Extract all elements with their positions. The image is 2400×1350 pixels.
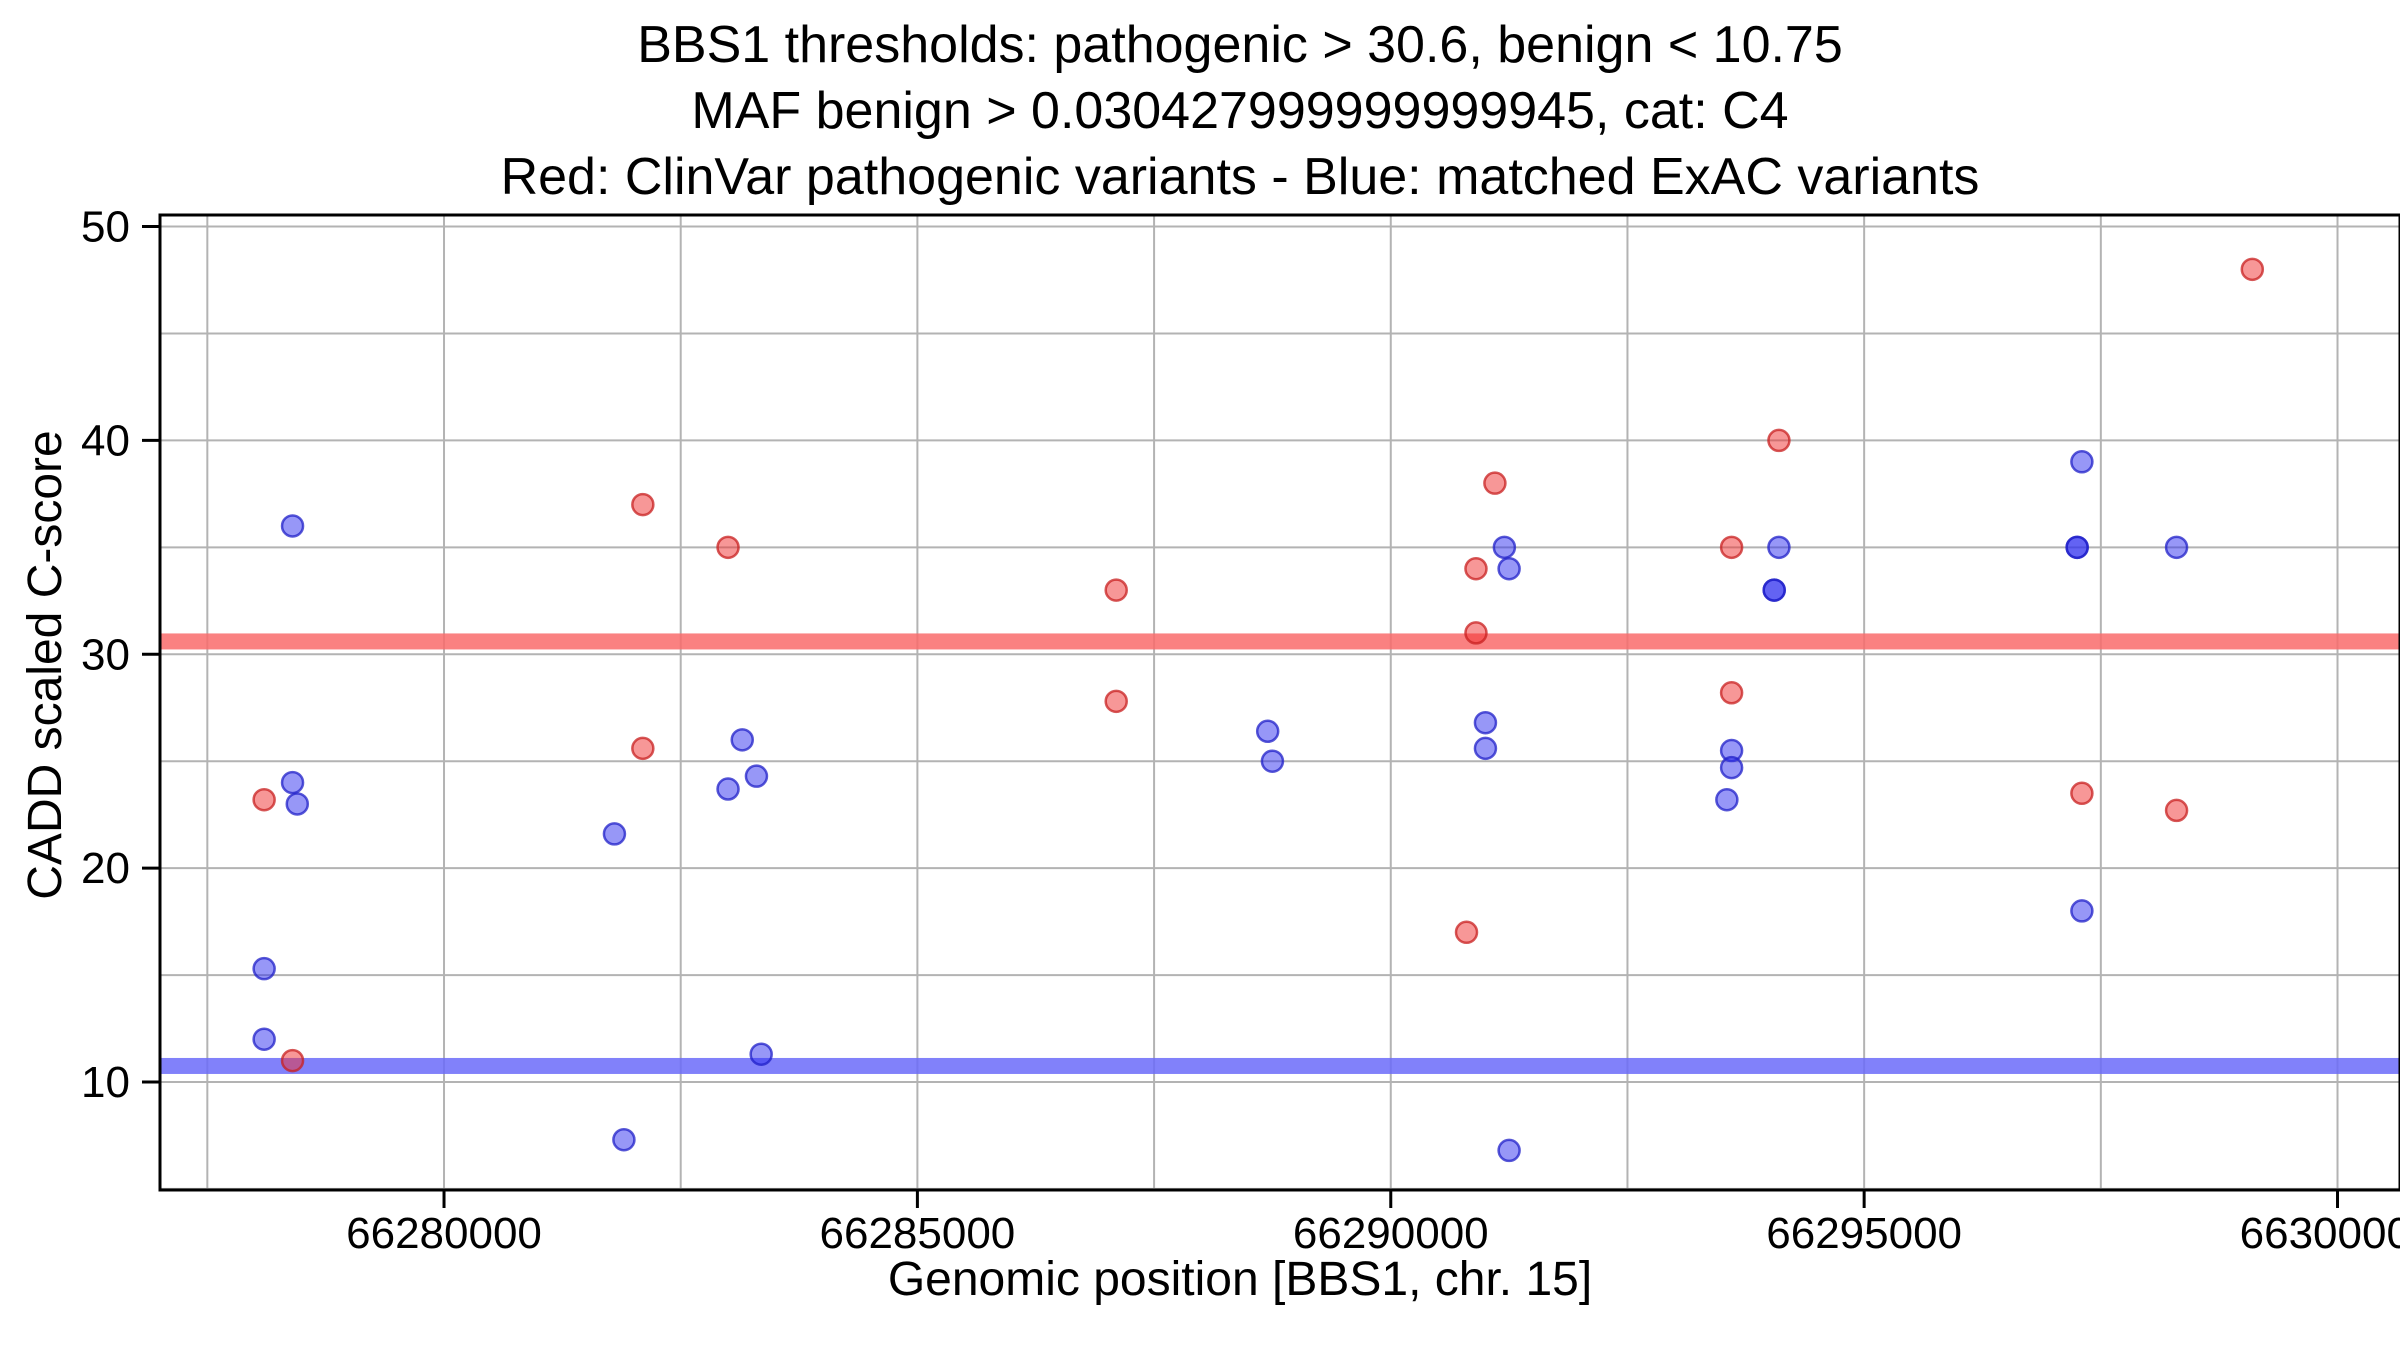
data-point-pathogenic	[631, 736, 655, 761]
x-tick-label: 66295000	[1766, 1209, 1962, 1258]
data-point-exac	[612, 1127, 636, 1152]
x-axis-title: Genomic position [BBS1, chr. 15]	[887, 1253, 1593, 1306]
data-point-exac	[1762, 578, 1786, 602]
data-point-exac	[2065, 535, 2089, 560]
y-tick-label: 30	[81, 630, 130, 679]
x-tick-label: 66300000	[2240, 1209, 2400, 1258]
data-point-pathogenic	[1464, 556, 1488, 581]
data-point-exac	[730, 728, 754, 752]
data-point-pathogenic	[2240, 257, 2265, 282]
data-point-pathogenic	[280, 1048, 305, 1073]
x-tick-label: 66285000	[820, 1209, 1016, 1258]
data-point-exac	[1260, 749, 1285, 773]
data-point-pathogenic	[2164, 798, 2189, 823]
y-tick-label: 10	[81, 1058, 130, 1107]
y-tick-label: 20	[81, 844, 130, 893]
data-point-exac	[252, 1027, 276, 1051]
chart-title-line-3: Red: ClinVar pathogenic variants - Blue:…	[500, 148, 1980, 206]
data-point-exac	[1715, 787, 1739, 812]
data-point-exac	[716, 777, 740, 801]
threshold-line-pathogenic-threshold	[160, 633, 2400, 650]
data-point-exac	[280, 770, 305, 795]
y-tick-label: 50	[81, 203, 130, 252]
data-point-pathogenic	[1104, 578, 1128, 602]
data-point-pathogenic	[1719, 535, 1744, 560]
x-tick-label: 66280000	[346, 1209, 542, 1258]
data-point-exac	[280, 514, 305, 538]
plot-border	[158, 213, 2400, 1192]
data-point-exac	[2164, 535, 2189, 560]
data-point-exac	[1473, 736, 1498, 761]
data-point-exac	[1497, 556, 1521, 581]
data-point-pathogenic	[252, 787, 276, 812]
chart-title-line-1: BBS1 thresholds: pathogenic > 30.6, beni…	[637, 16, 1843, 74]
data-point-exac	[285, 792, 310, 816]
data-point-exac	[1497, 1138, 1521, 1163]
data-point-pathogenic	[1719, 681, 1744, 705]
data-point-pathogenic	[1767, 428, 1791, 453]
data-point-exac	[749, 1042, 773, 1066]
x-tick-label: 66290000	[1293, 1209, 1489, 1258]
data-point-pathogenic	[1464, 621, 1488, 645]
threshold-line-benign-threshold	[160, 1057, 2400, 1074]
data-point-pathogenic	[2070, 781, 2094, 806]
data-point-exac	[744, 764, 769, 788]
data-point-pathogenic	[716, 535, 740, 560]
data-point-pathogenic	[1483, 471, 1507, 495]
chart-title-line-2: MAF benign > 0.030427999999999945, cat: …	[691, 82, 1789, 140]
data-point-exac	[1492, 535, 1517, 560]
data-point-pathogenic	[631, 492, 655, 517]
data-point-pathogenic	[1104, 689, 1128, 714]
data-point-exac	[1767, 535, 1791, 560]
y-axis-title: CADD scaled C-score	[19, 430, 72, 900]
y-tick-label: 40	[81, 416, 130, 465]
data-point-exac	[2070, 899, 2094, 923]
data-point-exac	[1719, 755, 1744, 780]
data-point-exac	[2070, 450, 2094, 474]
data-point-exac	[1255, 719, 1280, 744]
chart-title: BBS1 thresholds: pathogenic > 30.6, beni…	[80, 12, 2400, 210]
data-point-pathogenic	[1454, 920, 1479, 945]
data-point-exac	[252, 956, 276, 981]
data-point-exac	[602, 822, 627, 846]
data-point-exac	[1473, 710, 1498, 735]
